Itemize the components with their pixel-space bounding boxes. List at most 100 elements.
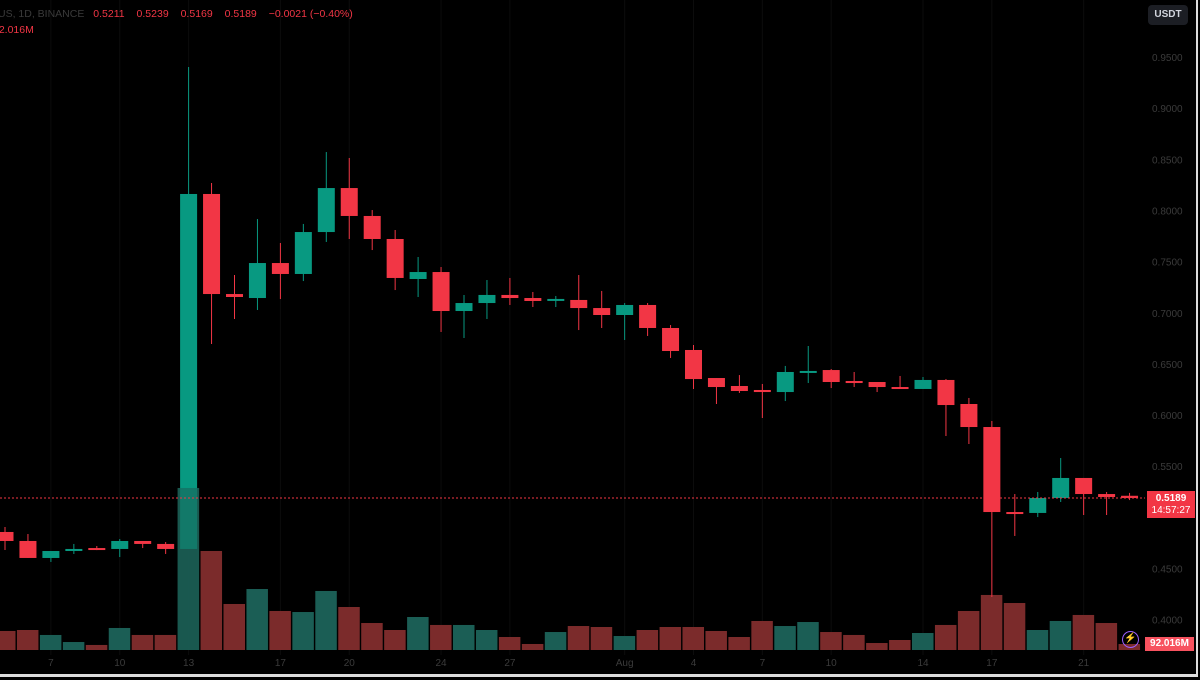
candle-body [386, 238, 404, 278]
volume-bar [980, 594, 1003, 650]
close-value: 0.5189 [224, 8, 257, 20]
volume-bar [338, 606, 360, 650]
volume-bar [912, 633, 934, 650]
volume-bar [544, 632, 567, 650]
candle[interactable] [730, 375, 748, 393]
candle[interactable] [868, 382, 886, 393]
lightning-icon[interactable]: ⚡ [1122, 631, 1139, 648]
last-price-label: 0.5189 14:57:27 [1147, 491, 1195, 518]
candle-body [639, 304, 657, 328]
candle[interactable] [42, 551, 60, 562]
candle[interactable] [960, 397, 978, 445]
price-tick-label: 0.6500 [1152, 360, 1183, 371]
price-axis[interactable]: 0.9500 0.9000 0.8500 0.8000 0.7500 0.7000 0.65… [1152, 53, 1183, 627]
candle[interactable] [1029, 491, 1047, 518]
candle[interactable] [0, 526, 14, 550]
candle[interactable] [524, 291, 542, 308]
volume-bar [200, 550, 223, 650]
candle[interactable] [639, 303, 657, 336]
candle[interactable] [111, 539, 129, 558]
candle-body [1029, 498, 1047, 513]
candle[interactable] [1052, 458, 1070, 503]
currency-button[interactable]: USDT [1148, 5, 1188, 25]
candle[interactable] [1006, 494, 1024, 536]
candle[interactable] [1075, 477, 1093, 515]
candle[interactable] [983, 420, 1001, 598]
date-tick-label: 10 [114, 658, 126, 669]
candle[interactable] [822, 369, 840, 389]
candle[interactable] [1121, 492, 1139, 501]
price-tick-label: 0.7500 [1152, 258, 1183, 269]
candle[interactable] [88, 545, 106, 551]
candle-body [340, 188, 358, 216]
candle[interactable] [753, 383, 771, 419]
time-axis[interactable]: 7 10 13 17 20 24 27 Aug 4 7 10 14 17 21 [48, 658, 1090, 669]
candle[interactable] [707, 378, 725, 405]
candle[interactable] [845, 371, 863, 388]
symbol-info[interactable]: US, 1D, BINANCE [0, 8, 85, 20]
candle-body [363, 215, 381, 239]
candle[interactable] [891, 375, 909, 390]
candle[interactable] [616, 303, 634, 340]
volume-bar [498, 636, 521, 650]
high-value: 0.5239 [136, 8, 169, 20]
candle[interactable] [685, 344, 702, 389]
volume-bar [820, 632, 842, 650]
bar-countdown: 14:57:27 [1151, 505, 1191, 516]
candle[interactable] [248, 219, 266, 310]
open-value: 0.5211 [93, 8, 125, 20]
candle[interactable] [203, 183, 221, 344]
candle-body [730, 385, 748, 392]
candle[interactable] [501, 277, 519, 305]
candle[interactable] [180, 67, 198, 549]
candle-body [570, 299, 588, 309]
price-tick-label: 0.7000 [1152, 309, 1183, 320]
candle-body [914, 379, 932, 389]
volume-bar [682, 626, 704, 650]
candle[interactable] [226, 275, 243, 319]
candle[interactable] [547, 295, 565, 308]
candle-body [501, 294, 519, 299]
candle[interactable] [478, 280, 496, 319]
candle[interactable] [1098, 491, 1116, 515]
date-tick-label: 13 [183, 658, 195, 669]
candle[interactable] [914, 376, 932, 389]
price-tick-label: 0.6000 [1152, 411, 1183, 422]
candle[interactable] [340, 157, 358, 239]
volume-bar [1003, 603, 1026, 650]
candle[interactable] [294, 223, 312, 282]
candle-body [455, 303, 473, 312]
volume-bar [1072, 614, 1095, 650]
candle[interactable] [363, 210, 381, 251]
candle[interactable] [937, 379, 955, 437]
candle-body [294, 232, 312, 274]
volume-bar [774, 626, 796, 650]
candle[interactable] [271, 242, 289, 300]
candle[interactable] [65, 543, 83, 554]
candle-body [432, 272, 450, 312]
candle[interactable] [134, 540, 152, 549]
candle[interactable] [455, 294, 473, 339]
price-tick-label: 0.4500 [1152, 565, 1183, 576]
date-tick-label: 24 [435, 658, 447, 669]
volume-bar [705, 630, 727, 650]
volume-bar [16, 630, 39, 650]
candle-body [111, 540, 129, 549]
volume-bar [659, 626, 682, 650]
candle[interactable] [776, 365, 794, 402]
candle[interactable] [662, 325, 680, 358]
candle[interactable] [386, 229, 404, 291]
candle[interactable] [409, 256, 427, 297]
candle[interactable] [593, 290, 611, 328]
candle[interactable] [157, 542, 175, 554]
candle-body [478, 294, 496, 304]
candle[interactable] [432, 267, 450, 332]
candle[interactable] [570, 275, 588, 331]
candle[interactable] [799, 345, 817, 384]
candle[interactable] [19, 534, 37, 558]
candle[interactable] [317, 152, 335, 242]
last-price: 0.5189 [1155, 493, 1187, 504]
price-tick-label: 0.5500 [1152, 462, 1183, 473]
